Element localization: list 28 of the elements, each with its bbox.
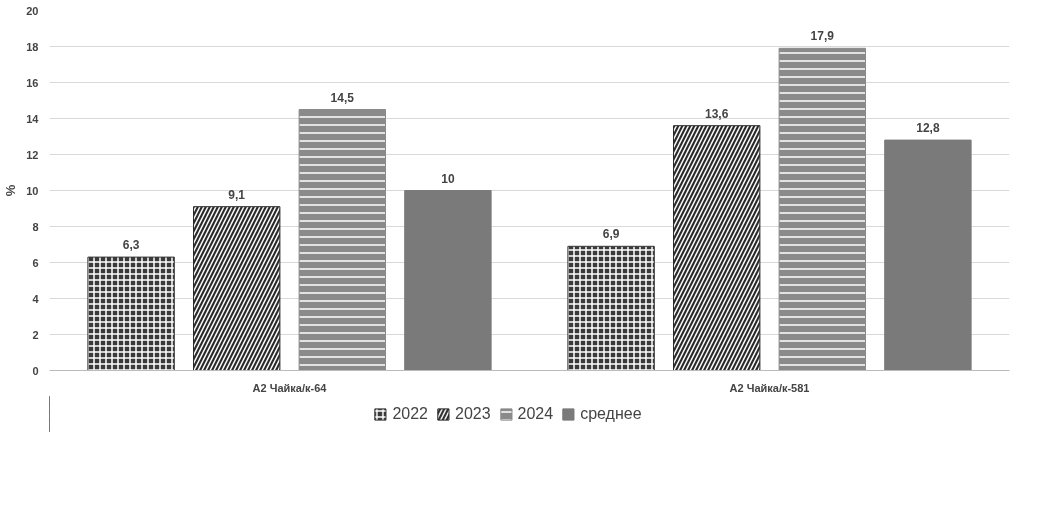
- data-label: 14,5: [330, 90, 355, 105]
- legend-label: 2024: [517, 405, 554, 423]
- y-tick-label: 12: [26, 148, 39, 161]
- y-tick-label: 2: [32, 328, 39, 341]
- bar: [404, 190, 492, 371]
- legend-label: среднее: [580, 405, 642, 423]
- data-label: 9,1: [228, 187, 246, 202]
- data-label: 6,9: [602, 227, 620, 242]
- y-tick-label: 10: [26, 184, 39, 197]
- y-tick-label: 8: [32, 220, 39, 233]
- x-tick-label: А2 Чайка/к-64: [252, 381, 328, 394]
- y-axis-title: %: [3, 184, 19, 197]
- y-tick-label: 14: [26, 112, 40, 125]
- data-label: 10: [441, 171, 455, 186]
- bar: [884, 139, 972, 371]
- y-tick-label: 6: [32, 256, 39, 269]
- data-label: 17,9: [810, 29, 835, 44]
- legend-label: 2022: [392, 405, 428, 423]
- data-label: 13,6: [705, 106, 729, 121]
- y-tick-label: 4: [32, 292, 40, 305]
- y-tick-label: 18: [26, 40, 39, 53]
- y-tick-label: 0: [32, 364, 39, 377]
- x-tick-label: А2 Чайка/к-581: [729, 381, 810, 394]
- y-tick-label: 16: [26, 76, 39, 89]
- legend-label: 2023: [454, 405, 491, 423]
- y-tick-label: 20: [26, 4, 39, 17]
- data-label: 12,8: [916, 121, 940, 136]
- data-label: 6,3: [122, 238, 140, 253]
